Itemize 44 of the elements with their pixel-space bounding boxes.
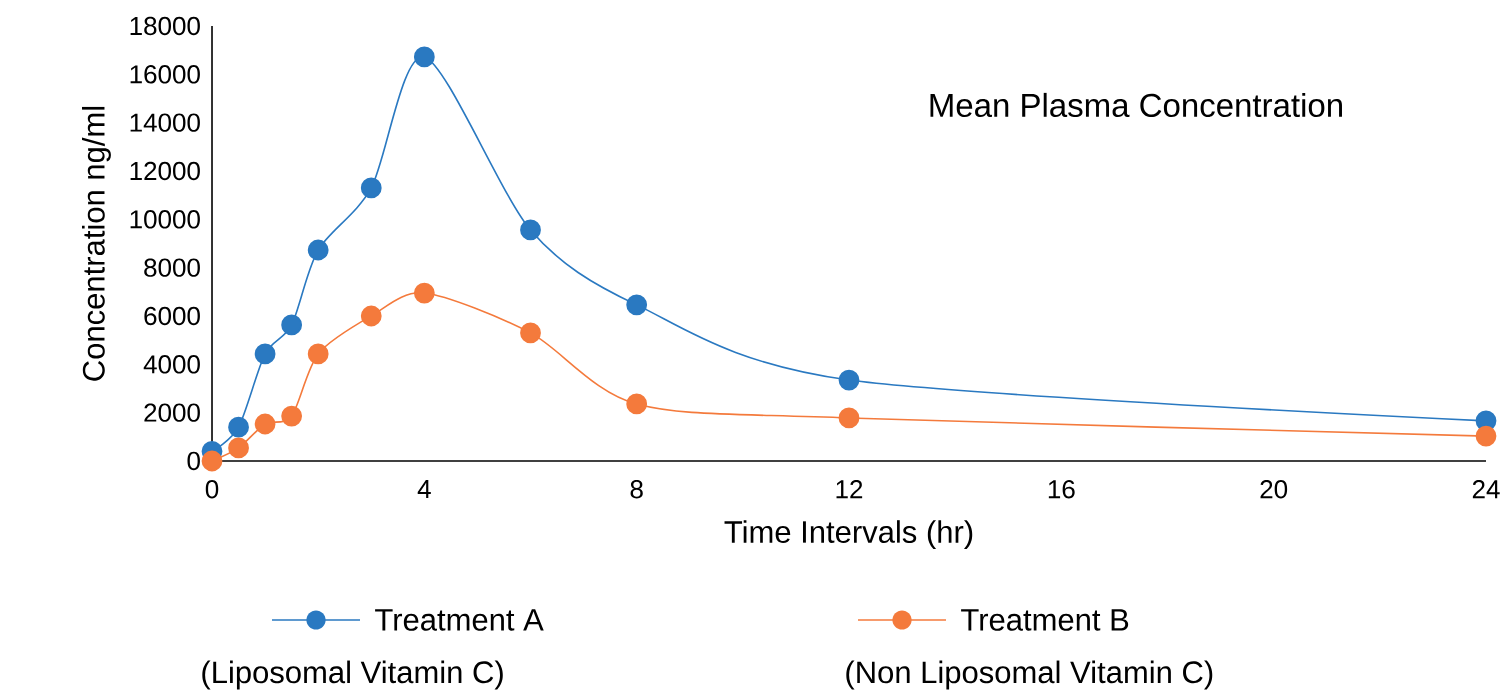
y-axis-title: Concentration ng/ml [82,106,111,381]
x-tick-label: 0 [205,480,219,499]
point [307,239,329,261]
y-tick-label: 18000 [130,16,200,36]
legend-label: Treatment A [375,609,544,631]
point [626,393,648,415]
x-tick-label: 4 [417,480,431,498]
y-tick-label: 14000 [130,113,200,132]
point [413,46,435,68]
point [626,294,648,316]
y-tick-label: 4000 [143,355,200,374]
point [228,416,249,438]
point [838,369,860,391]
x-tick-label: 8 [630,480,643,499]
point [254,343,276,365]
point [281,405,303,427]
y-tick-label: 16000 [130,65,200,84]
x-axis-title: Time Intervals (hr) [724,520,973,550]
point [413,282,435,304]
y-tick-label: 0 [187,451,200,471]
y-tick-label: 10000 [130,210,200,229]
point [201,450,223,472]
legend-label: Treatment B [961,609,1129,631]
x-tick-label: 24 [1472,480,1500,499]
point [838,407,860,429]
point [254,413,276,435]
x-tick-label: 20 [1260,480,1288,499]
point [307,343,329,365]
point [228,437,249,459]
x-tick-label: 12 [836,480,863,499]
point [360,177,382,199]
x-tick-label: 16 [1048,480,1075,499]
y-tick-label: 8000 [144,258,200,277]
point [520,322,541,344]
text: Mean Plasma Concentration [930,92,1342,118]
point [1475,425,1497,447]
y-tick-label: 12000 [130,161,200,181]
y-tick-label: 6000 [144,306,200,326]
y-tick-label: 2000 [144,403,200,422]
text: (Non Liposomal Vitamin C) [846,660,1213,690]
point [520,219,541,241]
point [360,305,382,327]
text: (Liposomal Vitamin C) [202,660,503,690]
point [281,314,303,336]
